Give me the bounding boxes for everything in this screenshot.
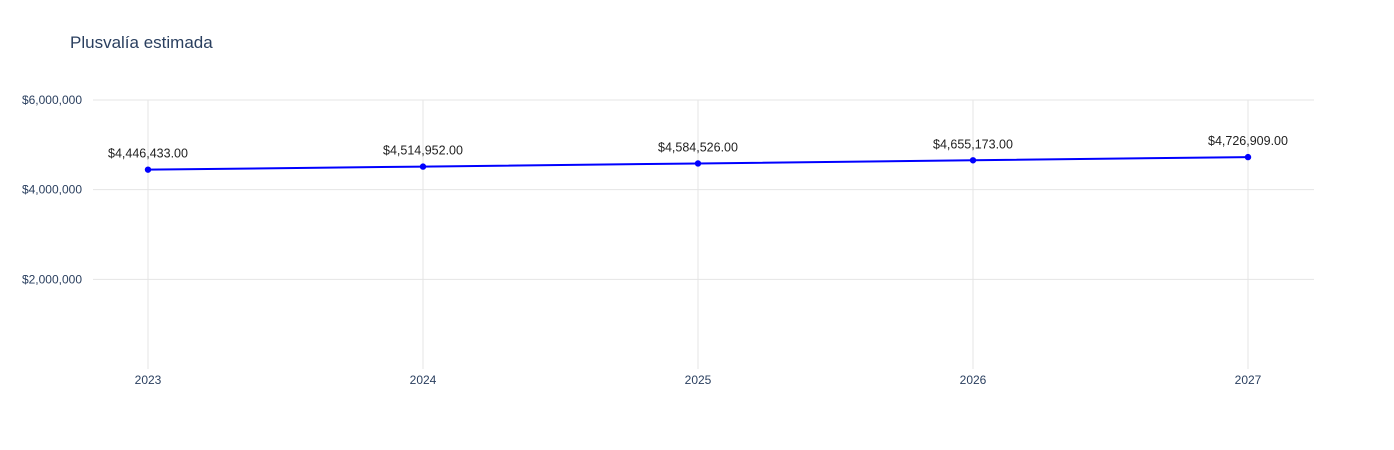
data-label: $4,726,909.00 xyxy=(1208,134,1288,148)
x-tick-label: 2026 xyxy=(960,373,987,387)
x-tick-label: 2024 xyxy=(410,373,437,387)
data-point xyxy=(969,157,977,164)
data-point xyxy=(144,166,152,173)
data-label: $4,514,952.00 xyxy=(383,144,463,158)
y-axis-ticks: $2,000,000 $4,000,000 $6,000,000 xyxy=(22,93,82,286)
x-axis-ticks: 2023 2024 2025 2026 2027 xyxy=(135,373,1262,387)
y-tick-label: $4,000,000 xyxy=(22,183,82,197)
data-label: $4,584,526.00 xyxy=(658,140,738,154)
data-label: $4,655,173.00 xyxy=(933,137,1013,151)
x-tick-label: 2023 xyxy=(135,373,162,387)
data-point xyxy=(1244,153,1252,161)
y-tick-label: $2,000,000 xyxy=(22,272,82,286)
data-point xyxy=(694,160,702,167)
data-labels: $4,446,433.00 $4,514,952.00 $4,584,526.00 $… xyxy=(108,134,1288,161)
data-points xyxy=(144,153,1252,173)
gridlines xyxy=(93,99,1314,369)
x-tick-label: 2025 xyxy=(685,373,712,387)
chart-title: Plusvalía estimada xyxy=(70,33,213,52)
data-label: $4,446,433.00 xyxy=(108,147,188,161)
x-tick-label: 2027 xyxy=(1235,373,1262,387)
y-tick-label: $6,000,000 xyxy=(22,93,82,107)
data-point xyxy=(419,163,427,170)
